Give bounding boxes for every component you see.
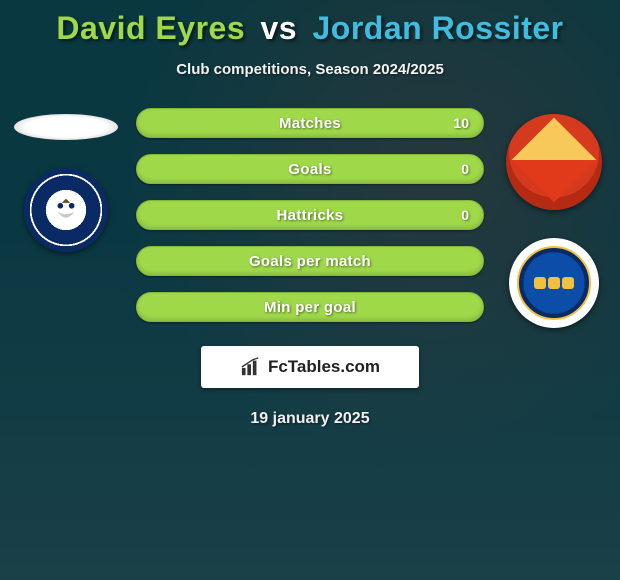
right-column: [494, 108, 614, 328]
stat-value-right: 10: [453, 115, 469, 131]
stat-bar-min-per-goal: Min per goal: [136, 292, 484, 322]
left-column: [6, 108, 126, 252]
brand-text: FcTables.com: [268, 357, 380, 377]
brand-box[interactable]: FcTables.com: [201, 346, 419, 388]
stat-bar-matches: Matches 10: [136, 108, 484, 138]
shrewsbury-inner: [517, 246, 591, 320]
comparison-card: David Eyres vs Jordan Rossiter Club comp…: [0, 0, 620, 428]
stat-label: Hattricks: [277, 207, 344, 224]
player2-club-badge: [509, 238, 599, 328]
stat-value-right: 0: [461, 161, 469, 177]
stat-label: Matches: [279, 115, 341, 132]
vs-label: vs: [261, 10, 298, 46]
date-label: 19 january 2025: [0, 410, 620, 428]
page-title: David Eyres vs Jordan Rossiter: [0, 10, 620, 47]
chart-icon: [240, 357, 262, 377]
stat-bar-goals: Goals 0: [136, 154, 484, 184]
stats-list: Matches 10 Goals 0 Hattricks 0 Goals per…: [126, 108, 494, 322]
lion-icon: [562, 277, 574, 289]
player1-name: David Eyres: [56, 10, 245, 46]
stat-value-right: 0: [461, 207, 469, 223]
stat-label: Goals per match: [249, 253, 371, 270]
stat-bar-goals-per-match: Goals per match: [136, 246, 484, 276]
stat-label: Goals: [288, 161, 331, 178]
player2-name: Jordan Rossiter: [312, 10, 563, 46]
player1-club-badge: [24, 168, 108, 252]
stat-bar-hattricks: Hattricks 0: [136, 200, 484, 230]
subtitle: Club competitions, Season 2024/2025: [0, 61, 620, 78]
owl-icon: [49, 193, 83, 227]
player2-avatar: [506, 114, 602, 210]
lion-icon: [548, 277, 560, 289]
stat-label: Min per goal: [264, 299, 356, 316]
main-row: Matches 10 Goals 0 Hattricks 0 Goals per…: [0, 108, 620, 328]
player1-avatar: [14, 114, 118, 140]
lion-icon: [534, 277, 546, 289]
